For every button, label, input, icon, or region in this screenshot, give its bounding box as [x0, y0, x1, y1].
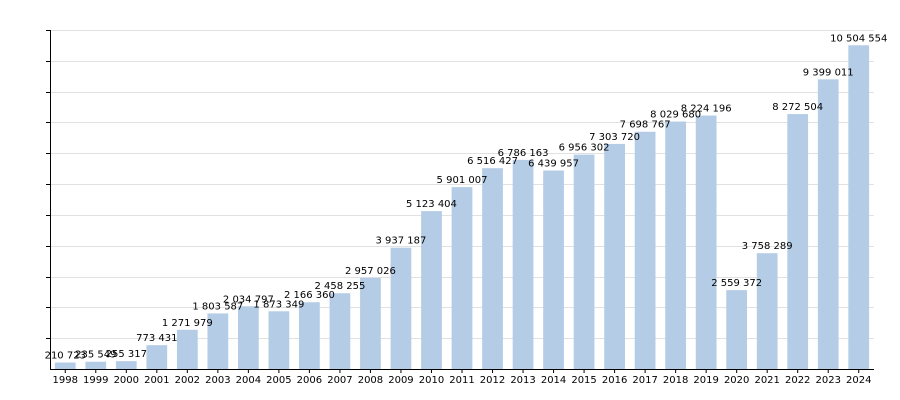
bar-2004 [237, 306, 259, 369]
x-tick-label-2019: 2019 [693, 375, 718, 386]
x-tick-label-2010: 2010 [419, 375, 444, 386]
x-tick-label-2024: 2024 [846, 375, 871, 386]
bar-2023 [817, 79, 839, 369]
x-tick-label-2017: 2017 [632, 375, 657, 386]
x-tick-label-2021: 2021 [754, 375, 779, 386]
bar-1998 [54, 362, 76, 369]
value-label-2021: 3 758 289 [742, 241, 793, 252]
axes [46, 30, 874, 373]
value-label-2015: 6 956 302 [559, 143, 610, 154]
value-label-2016: 7 303 720 [589, 132, 640, 143]
bar-2012 [482, 168, 503, 369]
x-tick-label-2014: 2014 [541, 375, 566, 386]
value-label-2011: 5 901 007 [437, 175, 488, 186]
x-tick-label-2011: 2011 [449, 375, 474, 386]
bar-2022 [787, 114, 809, 369]
x-tick-label-2013: 2013 [510, 375, 535, 386]
bar-2019 [695, 115, 717, 369]
value-label-2024: 10 504 554 [830, 33, 887, 44]
value-label-2003: 1 803 587 [192, 301, 243, 312]
bar-2013 [512, 159, 534, 369]
x-tick-label-2002: 2002 [175, 375, 200, 386]
bar-2014 [543, 170, 564, 369]
bar-2018 [665, 121, 686, 369]
x-tick-labels: 1998 1999 2000 2001 2002 2003 2004 2005 2006 2007… [53, 375, 872, 386]
bar-2017 [634, 131, 656, 369]
value-label-2022: 8 272 504 [772, 102, 823, 113]
bar-2002 [176, 329, 198, 369]
bar-2015 [573, 154, 595, 369]
value-label-2010: 5 123 404 [406, 199, 457, 210]
value-label-2009: 3 937 187 [376, 236, 427, 247]
bar-2011 [451, 187, 473, 369]
x-tick-label-1998: 1998 [53, 375, 78, 386]
value-label-1998: 210 723 [45, 351, 86, 362]
x-tick-label-2018: 2018 [663, 375, 688, 386]
value-label-2007: 2 458 255 [314, 281, 365, 292]
bar-2024 [848, 45, 870, 370]
x-tick-label-2015: 2015 [571, 375, 596, 386]
x-tick-label-2003: 2003 [205, 375, 230, 386]
x-tick-label-2022: 2022 [785, 375, 810, 386]
x-tick-label-2006: 2006 [297, 375, 322, 386]
value-label-2001: 773 431 [136, 333, 177, 344]
bar-2007 [329, 293, 351, 369]
bar-1999 [85, 361, 107, 369]
value-label-2005: 1 873 349 [253, 299, 304, 310]
bars [54, 45, 870, 370]
bar-2020 [726, 290, 748, 369]
value-label-2000: 255 317 [106, 349, 147, 360]
x-tick-label-2005: 2005 [266, 375, 291, 386]
value-label-2012: 6 516 427 [467, 156, 518, 167]
value-label-2008: 2 957 026 [345, 266, 396, 277]
x-tick-label-1999: 1999 [83, 375, 108, 386]
value-label-2023: 9 399 011 [803, 67, 854, 78]
bar-2005 [268, 311, 290, 369]
x-tick-label-2012: 2012 [480, 375, 505, 386]
bar-2016 [604, 143, 625, 369]
x-tick-label-2001: 2001 [144, 375, 169, 386]
x-tick-label-2008: 2008 [358, 375, 383, 386]
x-tick-label-2004: 2004 [236, 375, 261, 386]
value-label-2020: 2 559 372 [711, 278, 762, 289]
value-label-1999: 235 549 [75, 350, 116, 361]
bar-2001 [146, 345, 168, 369]
bar-2021 [756, 253, 778, 369]
value-label-2017: 7 698 767 [620, 120, 671, 131]
x-tick-label-2020: 2020 [724, 375, 749, 386]
value-label-2006: 2 166 360 [284, 290, 335, 301]
value-label-2002: 1 271 979 [162, 318, 213, 329]
x-tick-label-2000: 2000 [114, 375, 139, 386]
value-label-2004: 2 034 797 [223, 294, 274, 305]
bar-2009 [390, 247, 412, 369]
bar-2000 [115, 361, 137, 369]
value-label-2019: 8 224 196 [681, 104, 732, 115]
value-label-2018: 8 029 680 [650, 110, 701, 121]
bar-2008 [360, 277, 381, 369]
bar-2010 [421, 211, 442, 369]
x-tick-label-2016: 2016 [602, 375, 627, 386]
value-label-2013: 6 786 163 [498, 148, 549, 159]
bar-2006 [299, 302, 320, 369]
x-tick-label-2007: 2007 [327, 375, 352, 386]
bar-2003 [207, 313, 229, 369]
x-tick-label-2009: 2009 [388, 375, 413, 386]
value-label-2014: 6 439 957 [528, 159, 579, 170]
x-tick-label-2023: 2023 [815, 375, 840, 386]
